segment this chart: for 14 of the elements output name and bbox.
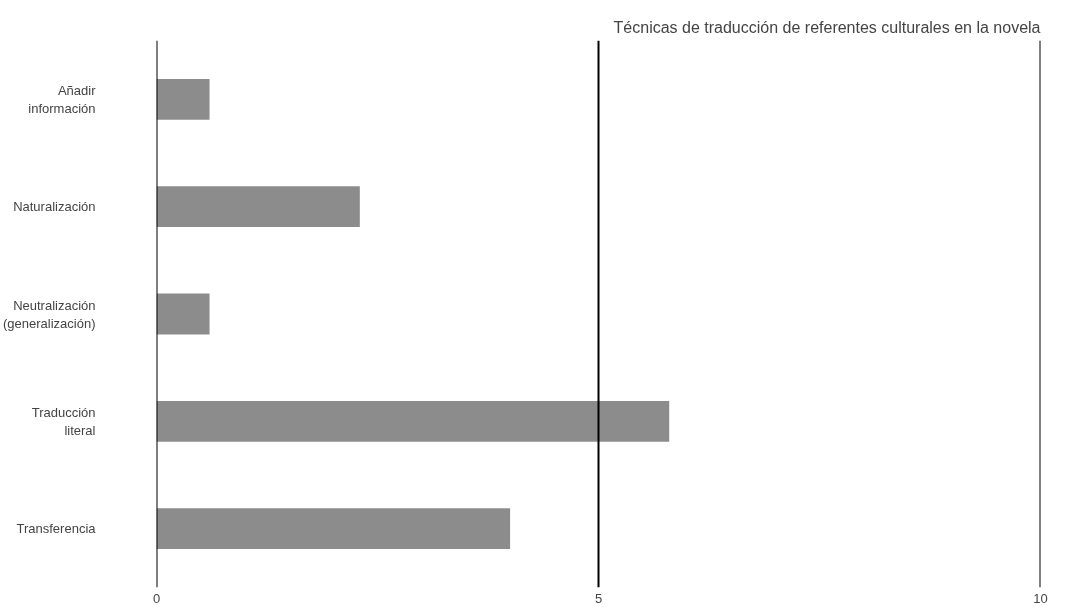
y-tick-label: Naturalización — [13, 199, 96, 215]
chart-title: Técnicas de traducción de referentes culturales en la novela — [613, 18, 1041, 36]
x-tick-label: 10 — [1033, 590, 1048, 606]
y-tick-label: Traducción literal — [31, 404, 96, 438]
bar — [156, 293, 210, 335]
x-tick-label: 0 — [152, 590, 161, 606]
bar — [156, 400, 670, 442]
bar — [156, 186, 360, 228]
x-tick-label: 5 — [594, 590, 603, 606]
bar — [156, 508, 511, 549]
y-tick-label: Neutralización (generalización) — [3, 297, 96, 331]
y-tick-label: Añadir información — [28, 82, 97, 116]
bar — [156, 79, 210, 120]
y-tick-label: Transferencia — [16, 521, 97, 537]
